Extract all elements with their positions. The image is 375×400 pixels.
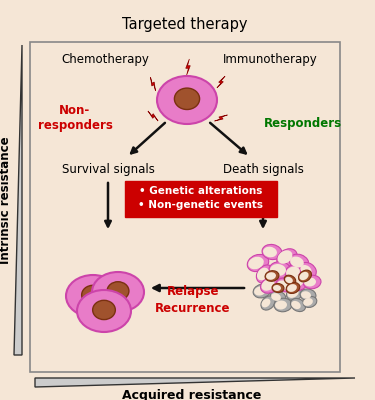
Ellipse shape — [261, 296, 275, 310]
Ellipse shape — [82, 285, 104, 304]
Ellipse shape — [273, 285, 281, 291]
Polygon shape — [148, 111, 158, 121]
Ellipse shape — [275, 300, 287, 310]
Ellipse shape — [300, 265, 312, 275]
Ellipse shape — [285, 264, 305, 280]
Ellipse shape — [291, 298, 306, 312]
Text: Relapse
Recurrence: Relapse Recurrence — [155, 286, 231, 314]
Text: • Genetic alterations
• Non-genetic events: • Genetic alterations • Non-genetic even… — [138, 186, 264, 210]
Ellipse shape — [248, 257, 264, 269]
Ellipse shape — [261, 279, 274, 291]
Text: Intrinsic resistance: Intrinsic resistance — [0, 136, 12, 264]
Ellipse shape — [284, 275, 296, 285]
Text: Survival signals: Survival signals — [62, 164, 154, 176]
Ellipse shape — [92, 272, 144, 312]
Text: Non-
responders: Non- responders — [38, 104, 112, 132]
Ellipse shape — [66, 275, 120, 317]
Ellipse shape — [266, 272, 276, 280]
Ellipse shape — [300, 289, 316, 301]
FancyBboxPatch shape — [30, 42, 340, 372]
Ellipse shape — [291, 273, 309, 291]
Ellipse shape — [272, 284, 284, 292]
Ellipse shape — [298, 270, 312, 282]
Ellipse shape — [291, 301, 301, 309]
Ellipse shape — [93, 300, 116, 320]
Ellipse shape — [254, 286, 266, 296]
Ellipse shape — [276, 278, 294, 292]
Ellipse shape — [301, 291, 311, 299]
Ellipse shape — [277, 249, 297, 267]
Ellipse shape — [253, 284, 271, 298]
Ellipse shape — [261, 277, 279, 293]
Ellipse shape — [270, 264, 286, 276]
Polygon shape — [217, 76, 225, 88]
Ellipse shape — [299, 272, 309, 280]
Polygon shape — [14, 45, 22, 355]
Polygon shape — [35, 378, 355, 387]
Ellipse shape — [157, 76, 217, 124]
Ellipse shape — [304, 278, 316, 286]
Ellipse shape — [287, 284, 297, 292]
Ellipse shape — [257, 268, 269, 280]
Ellipse shape — [107, 282, 129, 300]
Ellipse shape — [247, 254, 269, 272]
Ellipse shape — [292, 275, 304, 287]
Ellipse shape — [174, 88, 200, 110]
Text: Death signals: Death signals — [223, 164, 303, 176]
Polygon shape — [214, 115, 227, 121]
Ellipse shape — [286, 286, 303, 300]
Text: Chemotherapy: Chemotherapy — [61, 54, 149, 66]
Ellipse shape — [277, 280, 289, 290]
Ellipse shape — [286, 282, 300, 294]
Ellipse shape — [263, 247, 277, 257]
Ellipse shape — [289, 254, 309, 270]
Ellipse shape — [256, 265, 274, 283]
Text: Responders: Responders — [264, 116, 342, 130]
Text: Immunotherapy: Immunotherapy — [223, 54, 317, 66]
Ellipse shape — [269, 262, 291, 278]
FancyBboxPatch shape — [125, 181, 277, 217]
Ellipse shape — [290, 256, 304, 268]
Ellipse shape — [271, 293, 281, 301]
Ellipse shape — [285, 277, 293, 283]
Ellipse shape — [262, 298, 270, 308]
Ellipse shape — [287, 288, 298, 298]
Polygon shape — [150, 77, 156, 91]
Ellipse shape — [270, 291, 286, 303]
Text: Acquired resistance: Acquired resistance — [122, 388, 262, 400]
Ellipse shape — [286, 267, 300, 277]
Ellipse shape — [303, 298, 313, 306]
Polygon shape — [186, 59, 190, 75]
Ellipse shape — [303, 275, 321, 289]
Ellipse shape — [303, 296, 317, 308]
Ellipse shape — [77, 290, 131, 332]
Ellipse shape — [265, 271, 279, 281]
Ellipse shape — [262, 244, 282, 260]
Ellipse shape — [300, 262, 316, 278]
Ellipse shape — [278, 250, 292, 264]
Text: Targeted therapy: Targeted therapy — [122, 18, 248, 32]
Ellipse shape — [274, 298, 292, 312]
